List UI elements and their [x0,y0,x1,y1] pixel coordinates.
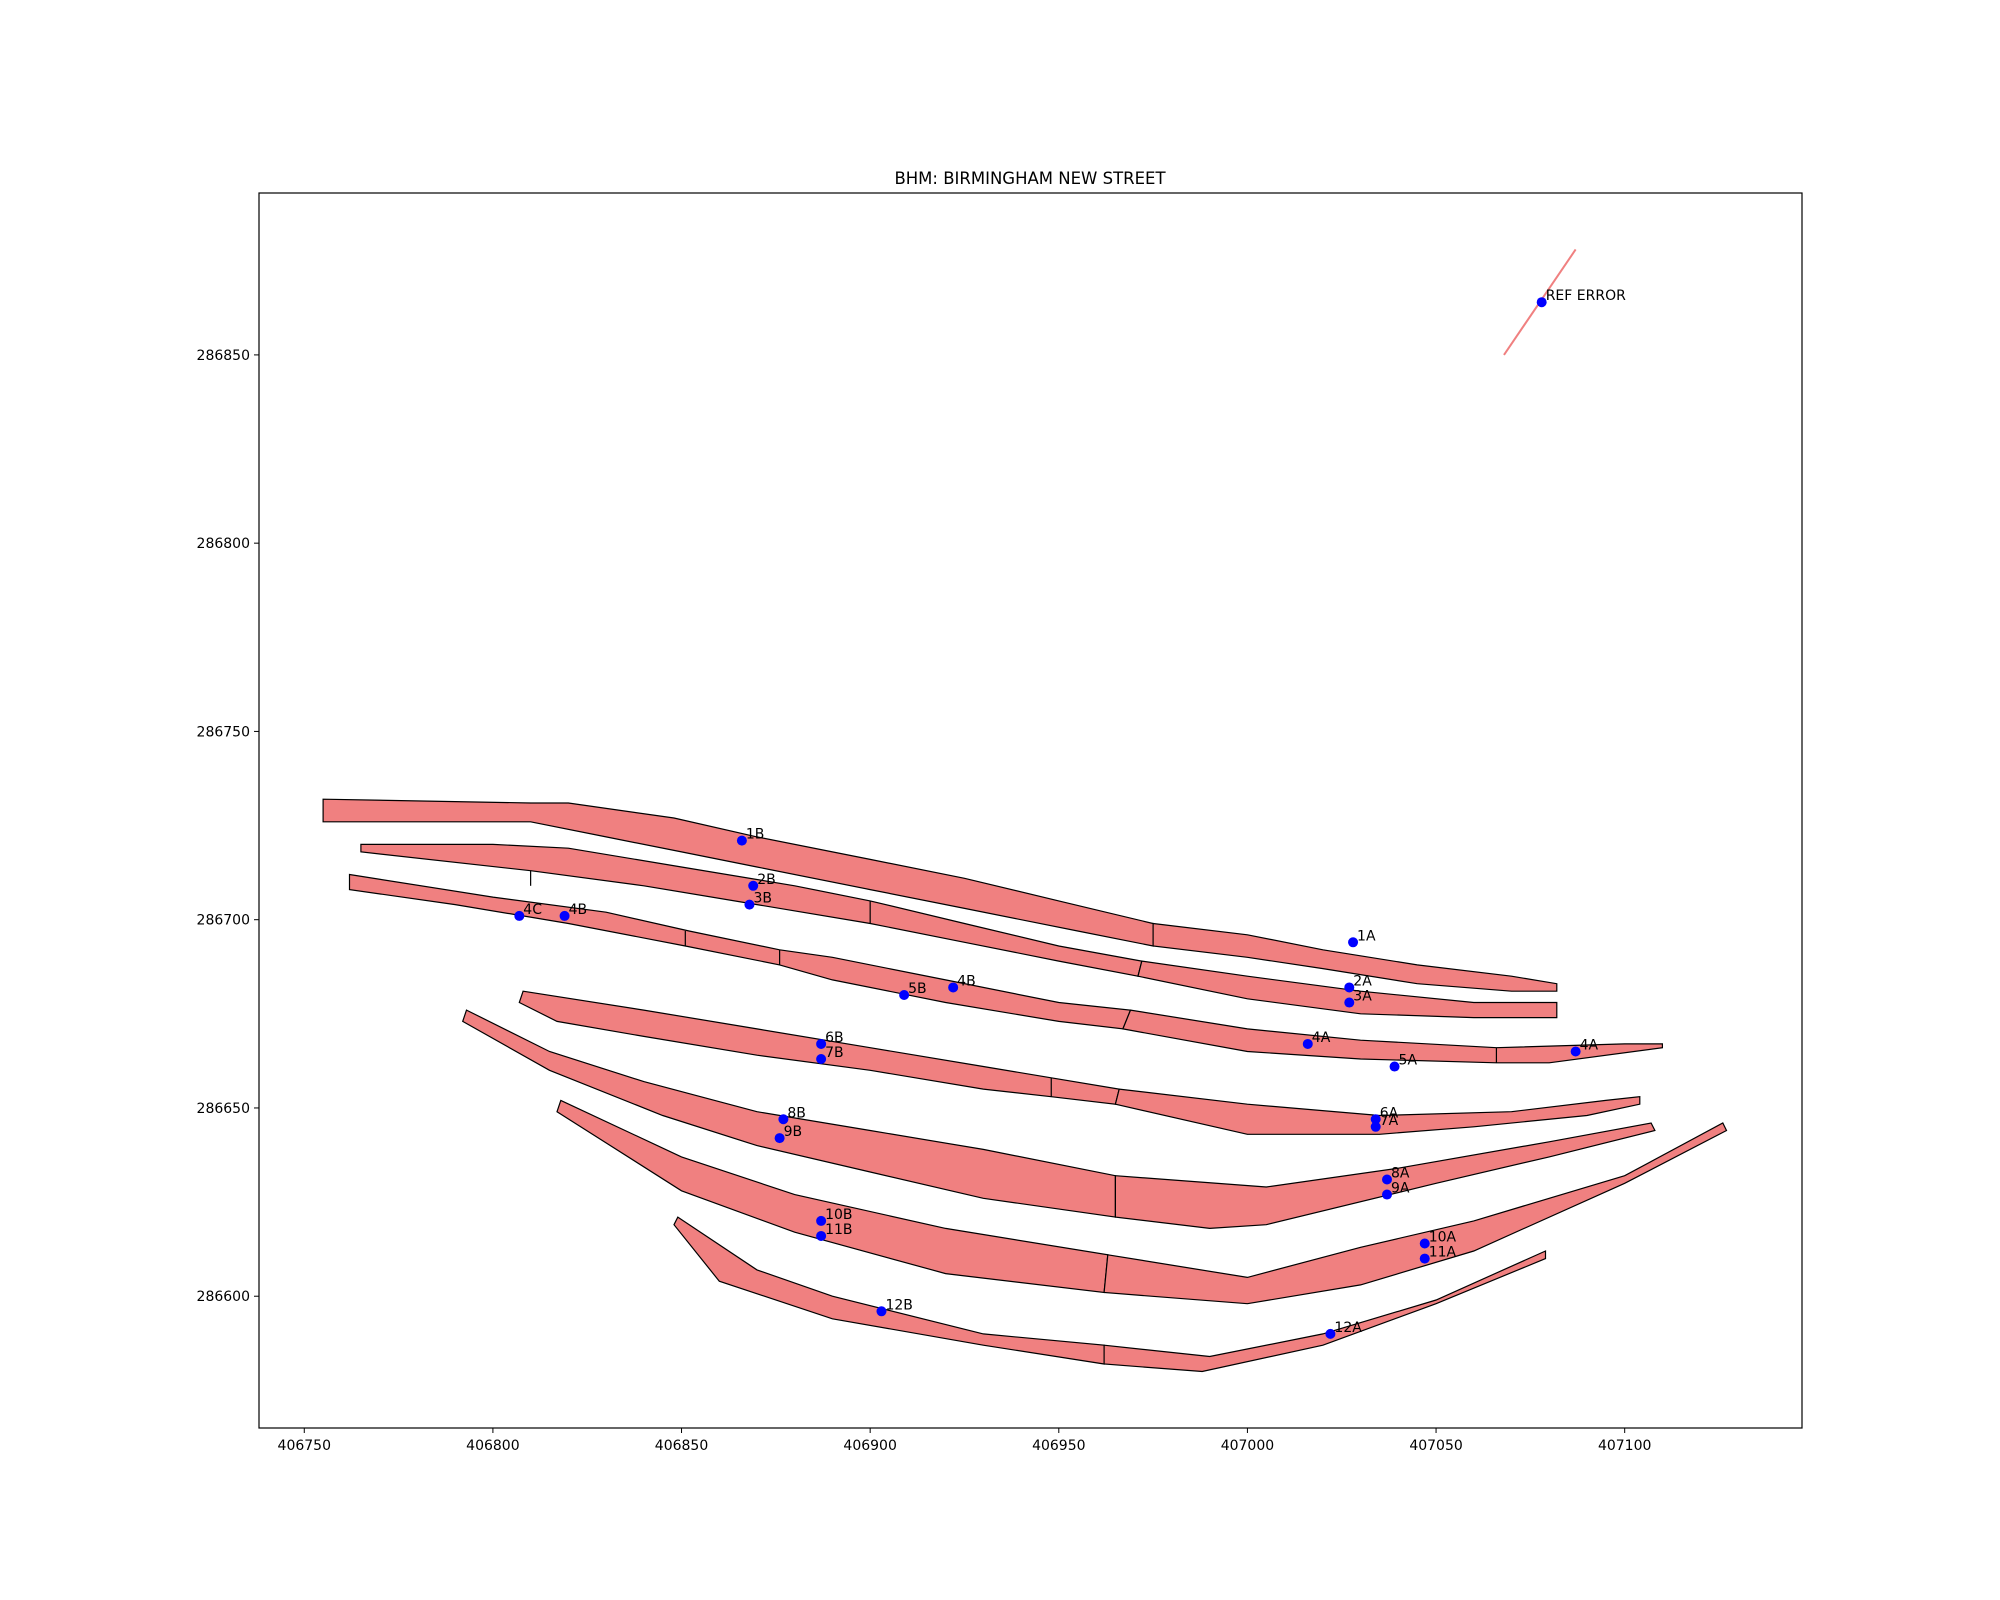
point-marker [736,835,747,846]
x-tick-label: 406750 [278,1438,331,1454]
point-marker [1382,1189,1393,1200]
point-marker [816,1038,827,1049]
point-marker [1536,297,1547,308]
point-marker [774,1133,785,1144]
point-label: 4B [957,973,976,989]
x-tick-label: 406800 [466,1438,519,1454]
dividers-layer [530,870,1498,1097]
point-label: 8B [787,1105,806,1121]
point-marker [1348,937,1359,948]
point-marker [1302,1038,1313,1049]
x-tick-label: 407050 [1409,1438,1462,1454]
point-marker [1382,1174,1393,1185]
point-label: 10A [1429,1230,1457,1246]
point-marker [816,1230,827,1241]
point-marker [1389,1061,1400,1072]
point-label: 3A [1353,989,1372,1005]
point-marker [1370,1121,1381,1132]
platform-polygon [1122,1009,1664,1064]
point-marker [876,1306,887,1317]
point-marker [1419,1253,1430,1264]
x-tick-label: 406950 [1032,1438,1085,1454]
point-label: 5A [1399,1053,1418,1069]
point-label: 6B [825,1030,844,1046]
point-label: 1A [1357,928,1376,944]
y-axis: 286600 286650 286700 286750 286800 286850 [197,348,259,1305]
point-marker [748,880,759,891]
x-axis: 406750 406800 406850 406900 406950 407000 4070… [278,1428,1651,1454]
chart-title: BHM: BIRMINGHAM NEW STREET [894,169,1166,188]
y-tick-label: 286750 [197,724,250,740]
point-label: 11A [1429,1245,1457,1261]
point-marker [1570,1046,1581,1057]
point-label: 4C [523,902,542,918]
y-tick-label: 286850 [197,348,250,364]
x-tick-label: 406850 [655,1438,708,1454]
point-label: 9A [1391,1181,1410,1197]
point-label: 2B [757,872,776,888]
point-marker [948,982,959,993]
point-marker [899,989,910,1000]
point-marker [1325,1328,1336,1339]
y-tick-label: 286700 [197,913,250,929]
y-tick-label: 286600 [197,1289,250,1305]
point-label: 4B [569,902,588,918]
point-marker [816,1054,827,1065]
point-label: 7B [825,1045,844,1061]
point-label: REF ERROR [1546,288,1626,304]
point-label: 12B [885,1297,912,1313]
point-label: 1B [746,827,765,843]
platform-polygon [1103,1122,1728,1305]
point-label: 5B [908,981,927,997]
point-marker [1419,1238,1430,1249]
point-marker [1370,1114,1381,1125]
platform-polygon [1152,922,1558,992]
point-marker [744,899,755,910]
point-label: 8A [1391,1165,1410,1181]
point-label: 9B [784,1124,803,1140]
point-marker [514,910,525,921]
platform-polygon [1137,960,1558,1019]
x-tick-label: 407000 [1221,1438,1274,1454]
platform-polygon [1114,1088,1641,1135]
y-tick-label: 286800 [197,536,250,552]
x-tick-label: 406900 [843,1438,896,1454]
point-label: 12A [1334,1320,1362,1336]
point-marker [1344,997,1355,1008]
point-label: 10B [825,1207,852,1223]
plot-frame [258,192,1803,1429]
point-marker [816,1215,827,1226]
point-marker [559,910,570,921]
point-marker [778,1114,789,1125]
point-label: 2A [1353,973,1372,989]
x-tick-label: 407100 [1598,1438,1651,1454]
point-marker [1344,982,1355,993]
point-label: 7A [1380,1113,1399,1129]
point-label: 4A [1312,1030,1331,1046]
y-tick-label: 286650 [197,1101,250,1117]
point-label: 4A [1580,1037,1599,1053]
platform-polygon [1103,1250,1547,1373]
point-label: 6A [1380,1105,1399,1121]
point-label: 11B [825,1222,852,1238]
point-label: 3B [753,891,772,907]
